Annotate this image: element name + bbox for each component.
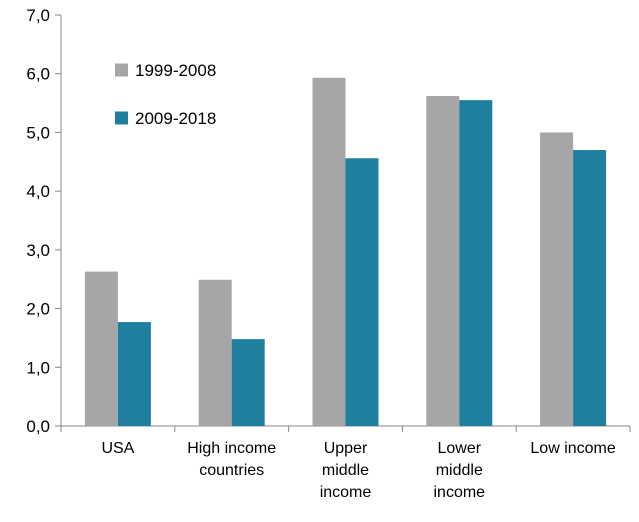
y-tick-label: 7,0 xyxy=(26,6,50,25)
legend: 1999-2008 2009-2018 xyxy=(115,61,216,128)
bar-2009-2018-1 xyxy=(231,339,265,426)
bar-2009-2018-2 xyxy=(345,158,379,426)
y-axis: 0,0 1,0 2,0 3,0 4,0 5,0 6,0 7,0 xyxy=(26,6,62,436)
bars xyxy=(84,77,607,427)
y-tick-label: 1,0 xyxy=(26,358,50,377)
bar-1999-2008-0 xyxy=(84,271,118,426)
x-tick-label: High income countries xyxy=(187,440,276,479)
y-tick-label: 3,0 xyxy=(26,241,50,260)
x-tick-label: Upper middle income xyxy=(320,440,372,501)
bar-2009-2018-4 xyxy=(573,150,607,427)
x-tick-label: Lower middle income xyxy=(434,440,486,501)
legend-swatch-1 xyxy=(115,111,128,125)
x-tick-label: Low income xyxy=(530,440,615,457)
bar-2009-2018-3 xyxy=(459,100,493,426)
y-tick-label: 2,0 xyxy=(26,300,50,319)
x-tick-label: USA xyxy=(101,440,134,457)
legend-label-1: 2009-2018 xyxy=(135,109,216,128)
bar-2009-2018-0 xyxy=(117,322,151,426)
bar-1999-2008-4 xyxy=(540,132,574,426)
bar-1999-2008-1 xyxy=(198,279,232,426)
legend-swatch-0 xyxy=(115,63,128,77)
x-axis: USA High income countries Upper middle income… xyxy=(60,425,631,501)
y-tick-label: 0,0 xyxy=(26,417,50,436)
y-tick-label: 5,0 xyxy=(26,123,50,142)
y-tick-label: 4,0 xyxy=(26,182,50,201)
bar-1999-2008-3 xyxy=(426,96,460,427)
bar-1999-2008-2 xyxy=(312,77,346,427)
legend-label-0: 1999-2008 xyxy=(135,61,216,80)
y-tick-label: 6,0 xyxy=(26,65,50,84)
